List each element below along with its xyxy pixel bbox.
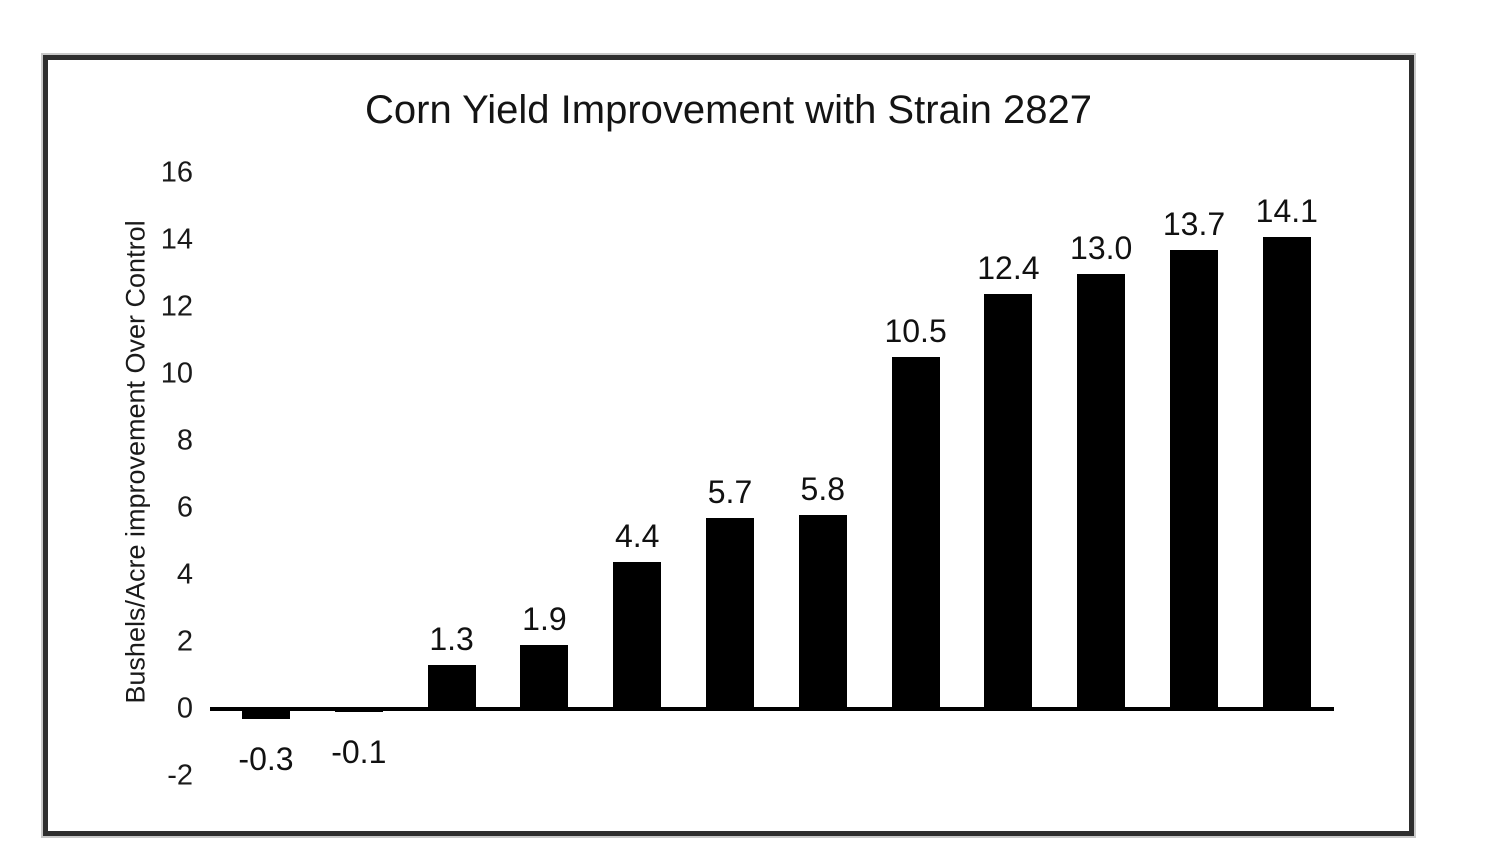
bar bbox=[798, 514, 847, 709]
x-axis-line bbox=[210, 707, 1334, 711]
y-tick-label: 14 bbox=[160, 223, 193, 256]
bar-value-label: 13.7 bbox=[1162, 206, 1226, 243]
y-tick-label: 2 bbox=[176, 625, 193, 658]
y-tick-label: 12 bbox=[160, 290, 193, 323]
bar bbox=[613, 561, 662, 709]
y-tick-label: 6 bbox=[176, 491, 193, 524]
y-tick-label: 0 bbox=[176, 692, 193, 725]
bar-value-label: -0.1 bbox=[331, 734, 387, 771]
bar bbox=[334, 709, 383, 713]
bar-value-label: 5.8 bbox=[800, 470, 846, 507]
bar bbox=[1262, 236, 1311, 709]
y-tick-label: 10 bbox=[160, 357, 193, 390]
bar-value-label: 1.3 bbox=[429, 621, 474, 658]
y-tick-label: -2 bbox=[167, 759, 193, 792]
bar bbox=[1077, 273, 1126, 709]
bar-value-label: 5.7 bbox=[707, 474, 753, 511]
y-tick-label: 8 bbox=[176, 424, 193, 457]
bar bbox=[427, 665, 476, 709]
bar-value-label: 12.4 bbox=[977, 249, 1040, 286]
bar-value-label: 14.1 bbox=[1255, 192, 1318, 229]
bar-value-label: 10.5 bbox=[884, 313, 947, 350]
y-tick-label: 4 bbox=[176, 558, 193, 591]
bar-value-label: 1.9 bbox=[522, 601, 567, 638]
chart-frame: Corn Yield Improvement with Strain 2827 … bbox=[43, 55, 1414, 836]
bar-value-label: 4.4 bbox=[614, 517, 660, 554]
bar bbox=[706, 518, 754, 709]
bar bbox=[891, 357, 940, 709]
bar-value-label: 13.0 bbox=[1070, 229, 1133, 266]
plot-area: 16 14 12 10 8 6 4 2 0 -2 -0.3 -0.1 1.3 1.9 4.4 5.7 5.8 10… bbox=[48, 60, 1409, 831]
chart-title: Corn Yield Improvement with Strain 2827 bbox=[364, 88, 1093, 132]
bar bbox=[242, 709, 290, 720]
y-tick-label: 16 bbox=[160, 156, 193, 189]
bar-value-label: -0.3 bbox=[238, 741, 294, 778]
bar bbox=[520, 645, 569, 709]
bar bbox=[984, 293, 1033, 709]
bar bbox=[1170, 250, 1218, 709]
